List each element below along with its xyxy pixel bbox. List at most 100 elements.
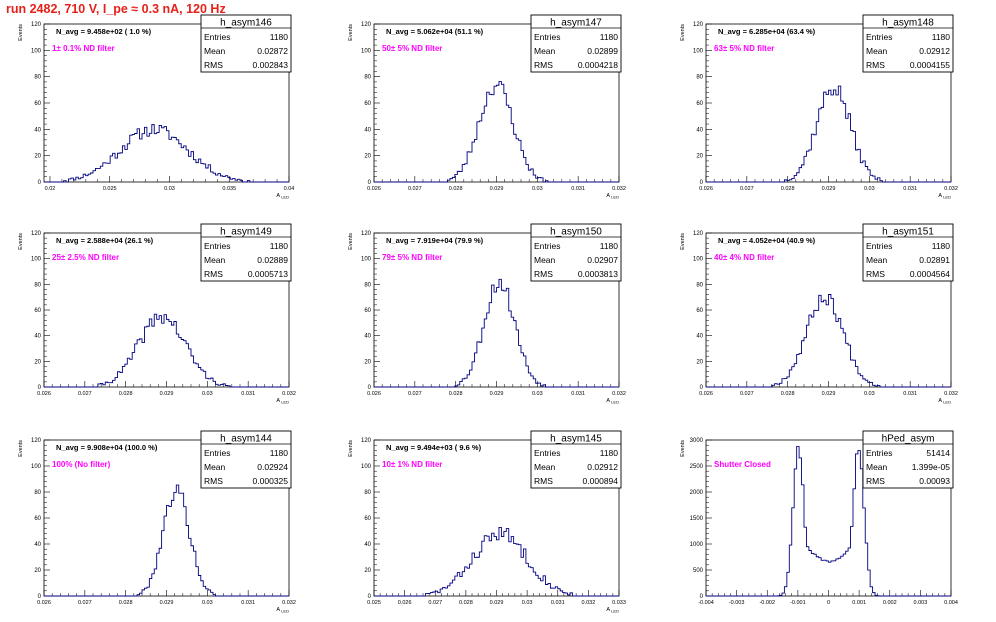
y-tick-label: 80 — [34, 490, 41, 496]
y-tick-label: 20 — [34, 359, 41, 365]
y-axis-label: Events — [348, 24, 354, 41]
stat-mean-label: Mean — [534, 46, 556, 56]
x-tick-label: 0.029 — [160, 391, 174, 397]
histogram-name: h_asym148 — [882, 18, 934, 29]
y-tick-label: 1000 — [690, 542, 704, 548]
n-avg-label: N_avg = 7.919e+04 (79.9 %) — [386, 236, 484, 245]
n-avg-label: N_avg = 4.052e+04 (40.9 %) — [718, 236, 816, 245]
x-tick-label: 0.028 — [459, 600, 473, 606]
histogram-name: hPed_asym — [882, 434, 935, 445]
stat-rms-label: RMS — [204, 476, 223, 486]
stats-box — [530, 430, 622, 489]
histogram-name: h_asym149 — [220, 227, 272, 238]
x-tick-label: 0.02 — [45, 186, 56, 192]
y-tick-label: 80 — [696, 75, 703, 81]
run-title: run 2482, 710 V, I_pe ≈ 0.3 nA, 120 Hz — [6, 2, 226, 16]
x-tick-label: 0.031 — [903, 391, 917, 397]
y-tick-label: 60 — [364, 308, 371, 314]
y-tick-label: 80 — [364, 490, 371, 496]
stat-rms-label: RMS — [204, 60, 223, 70]
y-tick-label: 60 — [34, 516, 41, 522]
stat-rms-value: 0.0004564 — [910, 269, 950, 279]
y-tick-label: 2000 — [690, 490, 704, 496]
x-tick-label: 0.028 — [119, 600, 133, 606]
stat-entries-label: Entries — [534, 448, 560, 458]
y-tick-label: 100 — [31, 257, 42, 263]
x-tick-label: 0.028 — [781, 186, 795, 192]
y-tick-label: 40 — [34, 127, 41, 133]
stat-entries-value: 1180 — [600, 448, 619, 458]
y-tick-label: 3000 — [690, 438, 704, 444]
y-tick-label: 0 — [700, 594, 704, 600]
y-tick-label: 60 — [34, 308, 41, 314]
x-tick-label: 0.026 — [37, 600, 51, 606]
stat-rms-value: 0.0004218 — [578, 60, 618, 70]
stat-mean-label: Mean — [866, 46, 888, 56]
x-tick-label: 0.032 — [944, 391, 958, 397]
histogram-series — [374, 526, 619, 597]
stat-rms-value: 0.0003813 — [578, 269, 618, 279]
x-tick-label: 0.033 — [612, 600, 626, 606]
x-tick-label: 0.002 — [883, 600, 897, 606]
stats-box — [200, 14, 292, 73]
y-tick-label: 80 — [364, 75, 371, 81]
x-tick-label: 0.027 — [78, 391, 92, 397]
histogram-name: h_asym151 — [882, 227, 934, 238]
filter-label: 40± 4% ND filter — [714, 253, 774, 262]
histogram-series — [706, 294, 951, 388]
stats-box — [862, 14, 954, 73]
histogram-name: h_asym145 — [550, 434, 602, 445]
x-tick-label: 0.029 — [822, 186, 836, 192]
x-axis-label: A LED — [276, 607, 289, 614]
x-tick-label: 0.028 — [119, 391, 133, 397]
x-tick-label: 0.032 — [282, 391, 296, 397]
histogram-name: h_asym144 — [220, 434, 272, 445]
y-tick-label: 40 — [364, 542, 371, 548]
y-tick-label: 0 — [368, 594, 372, 600]
y-tick-label: 100 — [361, 464, 372, 470]
y-tick-label: 20 — [364, 359, 371, 365]
y-tick-label: 100 — [31, 464, 42, 470]
y-tick-label: 0 — [700, 180, 704, 186]
x-tick-label: 0.028 — [449, 391, 463, 397]
x-tick-label: 0.035 — [222, 186, 236, 192]
y-tick-label: 60 — [696, 308, 703, 314]
y-tick-label: 120 — [31, 231, 42, 237]
x-tick-label: 0.03 — [202, 600, 213, 606]
y-tick-label: 40 — [34, 542, 41, 548]
x-axis-label: A LED — [606, 398, 619, 405]
y-tick-label: 80 — [696, 282, 703, 288]
y-tick-label: 20 — [364, 154, 371, 160]
stat-mean-label: Mean — [534, 462, 556, 472]
x-tick-label: 0.04 — [284, 186, 295, 192]
y-tick-label: 100 — [361, 257, 372, 263]
stat-mean-value: 0.02889 — [257, 255, 288, 265]
histogram-panel-h_asym147: 0 20 40 60 80 100 120 0.026 0.027 0.028 0.029 0.03 0… — [348, 14, 626, 200]
y-tick-label: 120 — [361, 22, 372, 28]
y-axis-label: Events — [680, 440, 686, 457]
x-tick-label: 0.032 — [612, 391, 626, 397]
histogram-name: h_asym146 — [220, 18, 272, 29]
y-tick-label: 80 — [34, 75, 41, 81]
x-tick-label: 0.031 — [551, 600, 565, 606]
stat-rms-label: RMS — [866, 60, 885, 70]
filter-label: Shutter Closed — [714, 460, 771, 469]
y-tick-label: 120 — [31, 438, 42, 444]
stat-entries-label: Entries — [866, 32, 892, 42]
x-tick-label: 0.026 — [699, 391, 713, 397]
x-tick-label: 0.027 — [408, 391, 422, 397]
y-tick-label: 80 — [364, 282, 371, 288]
x-tick-label: 0.026 — [367, 391, 381, 397]
y-tick-label: 120 — [31, 22, 42, 28]
y-tick-label: 60 — [364, 101, 371, 107]
stat-entries-label: Entries — [866, 448, 892, 458]
y-tick-label: 60 — [34, 101, 41, 107]
y-axis-label: Events — [680, 233, 686, 250]
histogram-panel-h_asym146: 0 20 40 60 80 100 120 0.02 0.025 0.03 0.035 0.04 Eve… — [18, 14, 295, 200]
y-tick-label: 0 — [368, 180, 372, 186]
y-tick-label: 40 — [696, 334, 703, 340]
stat-entries-value: 1180 — [270, 241, 289, 251]
x-axis-label: A LED — [276, 193, 289, 200]
y-tick-label: 0 — [700, 385, 704, 391]
histogram-series — [44, 124, 289, 183]
